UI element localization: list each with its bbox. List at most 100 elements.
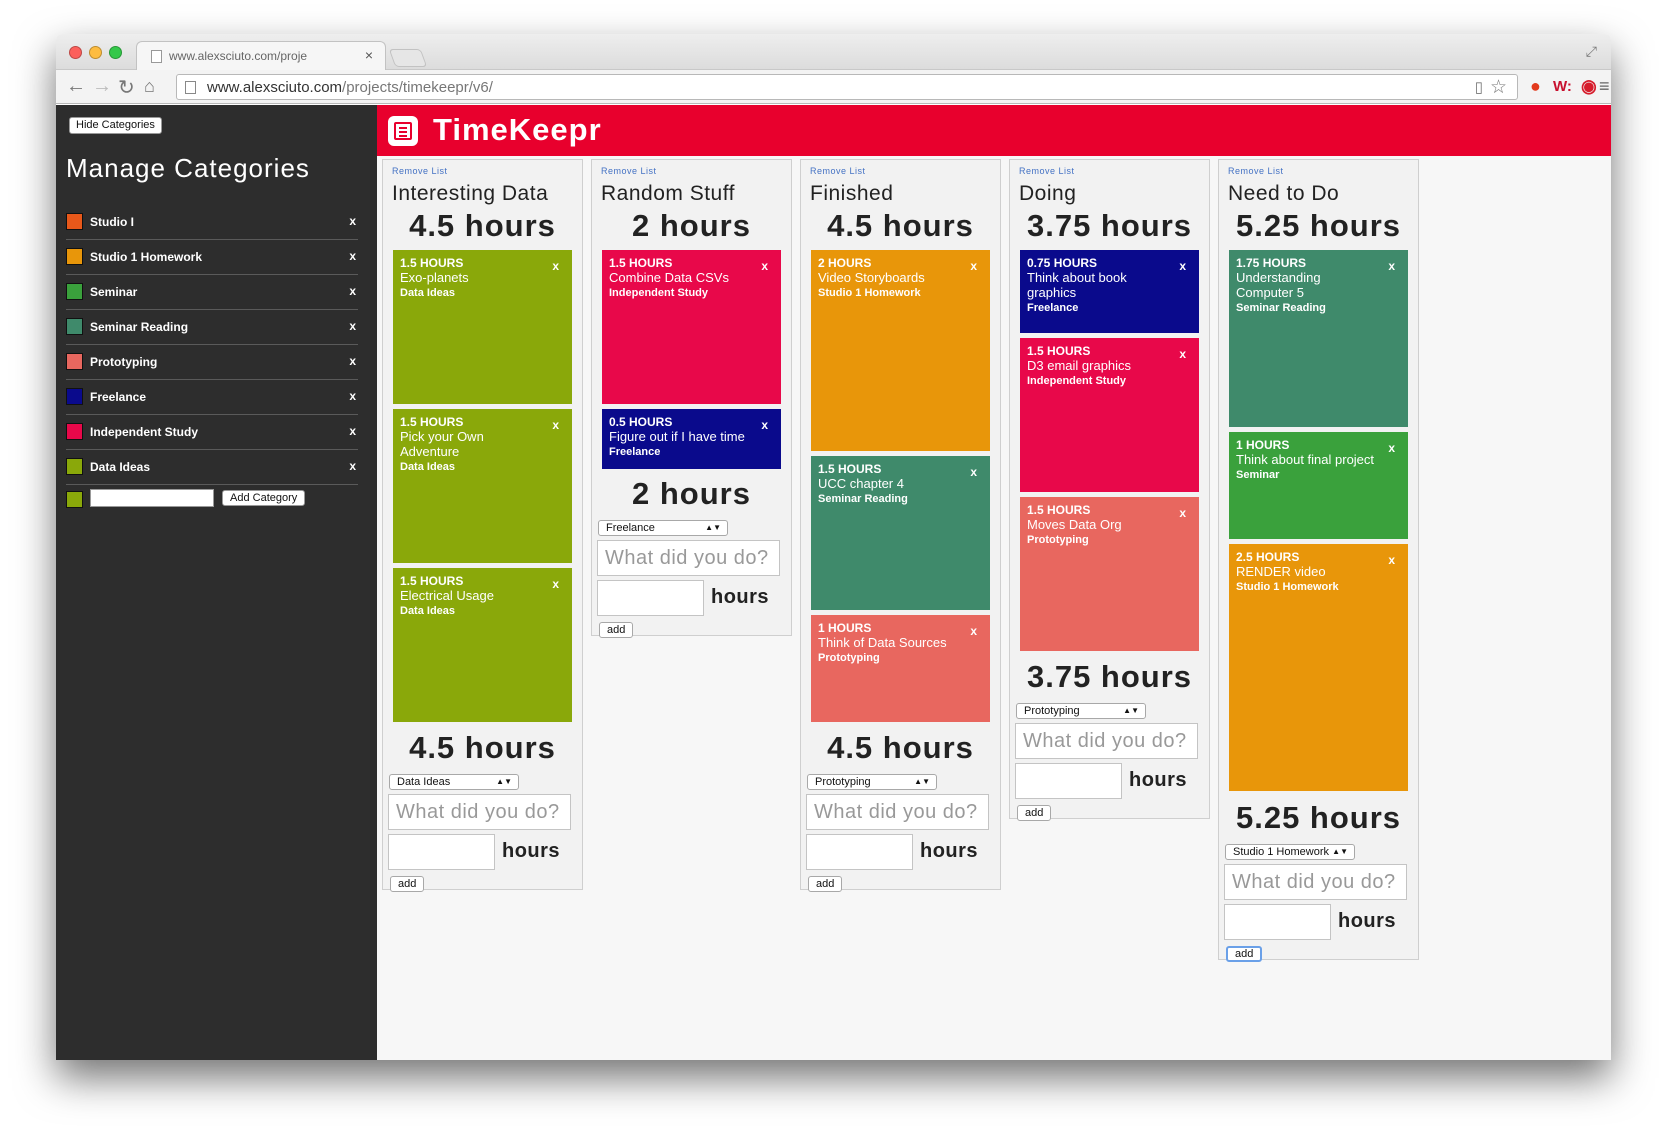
task-card[interactable]: 2.5 HOURS RENDER video Studio 1 Homework x	[1229, 544, 1408, 791]
delete-task-icon[interactable]: x	[1388, 259, 1395, 273]
category-color-swatch[interactable]	[66, 283, 83, 300]
task-card[interactable]: 1.5 HOURS Exo-planets Data Ideas x	[393, 250, 572, 404]
task-card[interactable]: 1.5 HOURS Pick your Own Adventure Data Ide…	[393, 409, 572, 563]
add-task-button[interactable]: add	[599, 622, 634, 638]
task-hours-input[interactable]	[1224, 904, 1331, 940]
url-text: www.alexsciuto.com/projects/timekeepr/v6…	[207, 79, 493, 96]
remove-category-icon[interactable]: x	[349, 249, 356, 263]
task-card[interactable]: 1.5 HOURS Combine Data CSVs Independent St…	[602, 250, 781, 404]
task-card[interactable]: 1 HOURS Think of Data Sources Prototyping x	[811, 615, 990, 722]
remove-category-icon[interactable]: x	[349, 284, 356, 298]
tab-close-icon[interactable]: ×	[364, 47, 373, 63]
delete-task-icon[interactable]: x	[1179, 259, 1186, 273]
page-action-icon[interactable]: ▯	[1474, 79, 1483, 96]
delete-task-icon[interactable]: x	[552, 418, 559, 432]
back-icon[interactable]: ←	[66, 75, 86, 97]
remove-list-link[interactable]: Remove List	[392, 166, 448, 176]
category-color-swatch[interactable]	[66, 423, 83, 440]
add-category-button[interactable]: Add Category	[222, 490, 306, 506]
task-card[interactable]: 1.5 HOURS Moves Data Org Prototyping x	[1020, 497, 1199, 651]
zoom-window-icon[interactable]	[109, 46, 122, 59]
close-window-icon[interactable]	[69, 46, 82, 59]
remove-category-icon[interactable]: x	[349, 389, 356, 403]
task-description-input[interactable]: What did you do?	[1224, 864, 1407, 900]
delete-task-icon[interactable]: x	[761, 259, 768, 273]
remove-list-link[interactable]: Remove List	[810, 166, 866, 176]
address-bar[interactable]: www.alexsciuto.com/projects/timekeepr/v6…	[176, 74, 1518, 100]
menu-icon[interactable]: ≡	[1599, 76, 1610, 96]
task-card[interactable]: 1 HOURS Think about final project Seminar x	[1229, 432, 1408, 539]
list-total-hours: 4.5 hours	[409, 208, 556, 243]
new-tab-button[interactable]	[388, 49, 428, 67]
extension-adblock-icon[interactable]: ◉	[1581, 76, 1597, 96]
remove-category-icon[interactable]: x	[349, 319, 356, 333]
task-card[interactable]: 1.5 HOURS Electrical Usage Data Ideas x	[393, 568, 572, 722]
reload-icon[interactable]: ↻	[118, 77, 135, 99]
remove-list-link[interactable]: Remove List	[1019, 166, 1075, 176]
new-category-color-swatch[interactable]	[66, 491, 83, 508]
task-card[interactable]: 1.75 HOURS Understanding Computer 5 Semina…	[1229, 250, 1408, 427]
delete-task-icon[interactable]: x	[970, 465, 977, 479]
remove-list-link[interactable]: Remove List	[1228, 166, 1284, 176]
add-task-button[interactable]: add	[390, 876, 425, 892]
category-color-swatch[interactable]	[66, 318, 83, 335]
remove-category-icon[interactable]: x	[349, 459, 356, 473]
task-hours: 1.5 HOURS	[400, 256, 464, 270]
category-color-swatch[interactable]	[66, 213, 83, 230]
category-select[interactable]: Data Ideas ▲▼	[389, 774, 519, 790]
delete-task-icon[interactable]: x	[552, 259, 559, 273]
task-card[interactable]: 1.5 HOURS D3 email graphics Independent St…	[1020, 338, 1199, 492]
delete-task-icon[interactable]: x	[1179, 347, 1186, 361]
delete-task-icon[interactable]: x	[1388, 441, 1395, 455]
fullscreen-icon[interactable]: ⤢	[1585, 43, 1597, 59]
browser-tab[interactable]: www.alexsciuto.com/proje ×	[136, 41, 386, 71]
delete-task-icon[interactable]: x	[761, 418, 768, 432]
task-category: Prototyping	[818, 652, 880, 664]
task-description-input[interactable]: What did you do?	[806, 794, 989, 830]
bookmark-star-icon[interactable]: ☆	[1489, 77, 1507, 98]
task-description-input[interactable]: What did you do?	[597, 540, 780, 576]
category-select[interactable]: Freelance ▲▼	[598, 520, 728, 536]
app-title: TimeKeepr	[433, 112, 602, 147]
category-color-swatch[interactable]	[66, 248, 83, 265]
task-description-input[interactable]: What did you do?	[388, 794, 571, 830]
home-icon[interactable]: ⌂	[144, 76, 155, 96]
task-hours: 1.5 HOURS	[1027, 503, 1091, 517]
extension-w-icon[interactable]: W:	[1553, 78, 1572, 95]
remove-category-icon[interactable]: x	[349, 354, 356, 368]
delete-task-icon[interactable]: x	[970, 624, 977, 638]
category-select[interactable]: Prototyping ▲▼	[807, 774, 937, 790]
task-hours-input[interactable]	[806, 834, 913, 870]
add-task-button[interactable]: add	[808, 876, 843, 892]
add-task-button[interactable]: add	[1017, 805, 1052, 821]
page-icon	[185, 81, 196, 94]
category-select[interactable]: Prototyping ▲▼	[1016, 703, 1146, 719]
category-color-swatch[interactable]	[66, 388, 83, 405]
remove-list-link[interactable]: Remove List	[601, 166, 657, 176]
task-description-input[interactable]: What did you do?	[1015, 723, 1198, 759]
new-category-input[interactable]	[90, 489, 214, 507]
delete-task-icon[interactable]: x	[1179, 506, 1186, 520]
task-hours-input[interactable]	[597, 580, 704, 616]
hours-label: hours	[1129, 769, 1188, 791]
minimize-window-icon[interactable]	[89, 46, 102, 59]
delete-task-icon[interactable]: x	[1388, 553, 1395, 567]
category-color-swatch[interactable]	[66, 458, 83, 475]
task-category: Independent Study	[609, 287, 708, 299]
task-card[interactable]: 0.75 HOURS Think about book graphics Freel…	[1020, 250, 1199, 333]
remove-category-icon[interactable]: x	[349, 424, 356, 438]
delete-task-icon[interactable]: x	[970, 259, 977, 273]
task-hours-input[interactable]	[388, 834, 495, 870]
task-hours-input[interactable]	[1015, 763, 1122, 799]
forward-icon[interactable]: →	[92, 75, 112, 97]
category-select[interactable]: Studio 1 Homework ▲▼	[1225, 844, 1355, 860]
add-task-button[interactable]: add	[1226, 946, 1263, 962]
category-color-swatch[interactable]	[66, 353, 83, 370]
remove-category-icon[interactable]: x	[349, 214, 356, 228]
task-card[interactable]: 1.5 HOURS UCC chapter 4 Seminar Reading x	[811, 456, 990, 610]
extension-1-icon[interactable]: ●	[1530, 76, 1541, 96]
task-card[interactable]: 0.5 HOURS Figure out if I have time Freela…	[602, 409, 781, 469]
task-card[interactable]: 2 HOURS Video Storyboards Studio 1 Homewor…	[811, 250, 990, 451]
delete-task-icon[interactable]: x	[552, 577, 559, 591]
hide-categories-button[interactable]: Hide Categories	[69, 117, 162, 134]
